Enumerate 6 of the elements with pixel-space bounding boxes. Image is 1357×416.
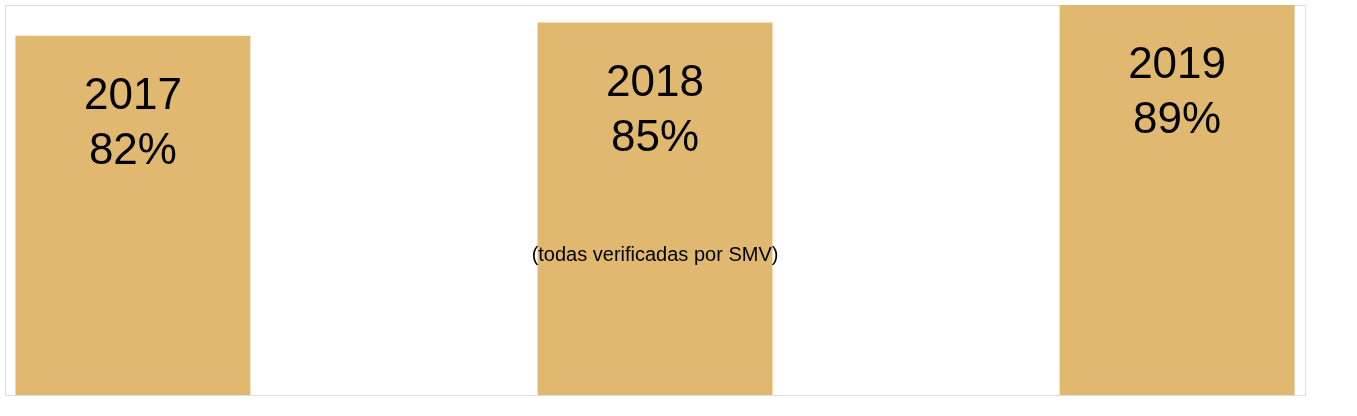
data-label: 82% [88,123,177,173]
x-tick-label: 2019 [1128,38,1227,87]
data-label: 85% [610,110,700,160]
data-label: 89% [1133,93,1222,142]
x-tick-label: 2017 [83,68,182,118]
x-tick-label: 2018 [606,55,704,105]
